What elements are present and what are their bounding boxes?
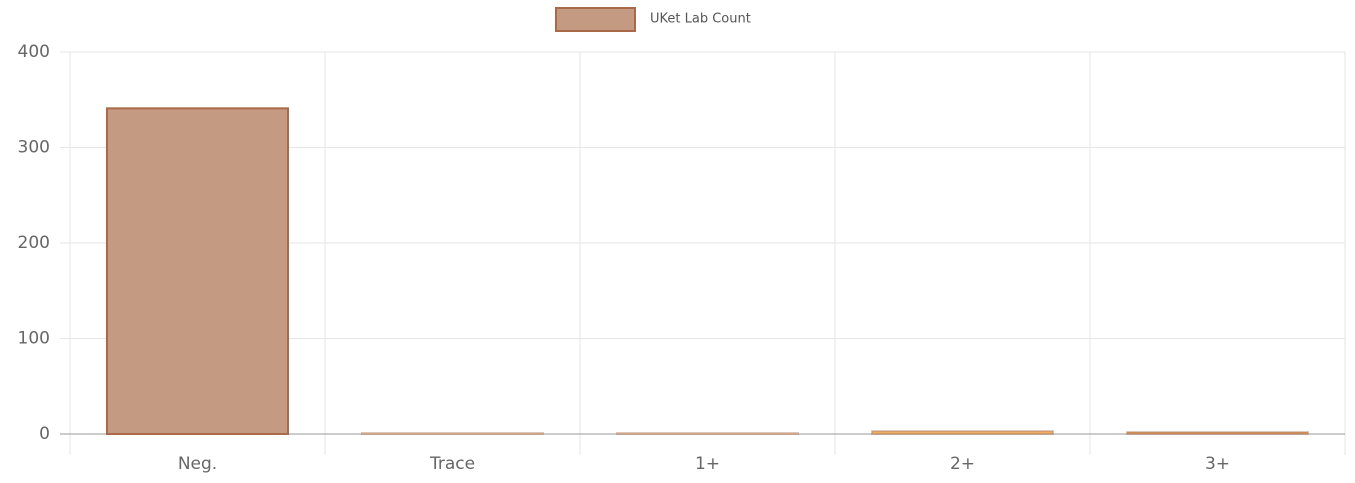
y-tick-label: 400 — [18, 42, 50, 62]
x-tick-label: Neg. — [178, 454, 217, 474]
bar — [360, 432, 545, 436]
y-tick-label: 200 — [18, 233, 50, 253]
x-tick-label: 2+ — [950, 454, 975, 474]
y-tick-label: 300 — [18, 138, 50, 158]
y-tick-label: 100 — [18, 329, 50, 349]
x-tick-label: Trace — [429, 454, 475, 474]
bar — [1125, 431, 1310, 435]
x-tick-label: 1+ — [695, 454, 720, 474]
legend-label: UKet Lab Count — [650, 12, 751, 27]
bar — [105, 107, 290, 435]
bar — [870, 430, 1055, 436]
x-tick-label: 3+ — [1205, 454, 1230, 474]
y-tick-label: 0 — [39, 424, 50, 444]
bar — [615, 432, 800, 436]
legend-swatch — [555, 7, 636, 32]
